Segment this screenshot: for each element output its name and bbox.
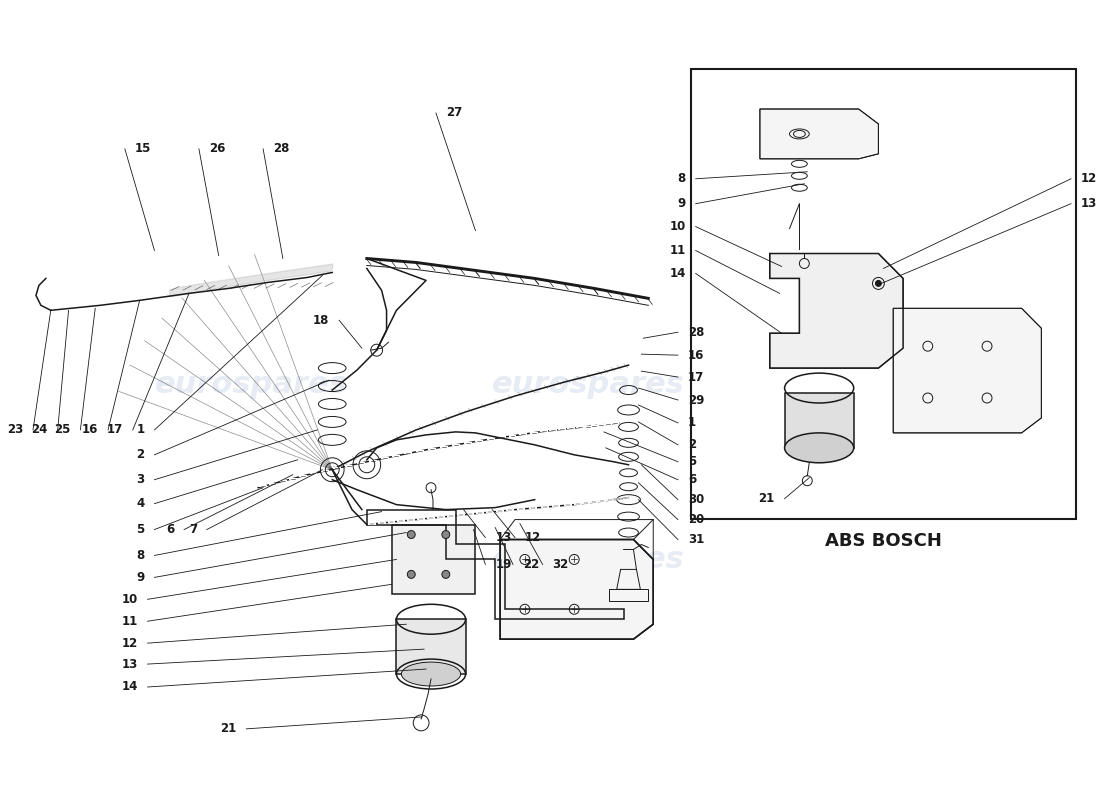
Text: 21: 21 [759, 492, 774, 505]
Bar [691, 69, 1076, 518]
Text: 7: 7 [189, 523, 197, 536]
Circle shape [876, 281, 881, 286]
Polygon shape [760, 109, 879, 159]
Text: 25: 25 [54, 423, 70, 436]
Text: 22: 22 [522, 558, 539, 571]
Bar [396, 619, 465, 674]
Text: 27: 27 [446, 106, 462, 119]
Text: eurospares: eurospares [492, 545, 684, 574]
Circle shape [442, 570, 450, 578]
Text: 26: 26 [209, 142, 226, 155]
Text: 20: 20 [688, 513, 704, 526]
Circle shape [442, 530, 450, 538]
Bar [784, 393, 854, 448]
Text: eurospares: eurospares [492, 370, 684, 398]
Text: 5: 5 [688, 455, 696, 468]
Bar [396, 619, 465, 674]
Text: 12: 12 [525, 531, 541, 544]
Text: 19: 19 [495, 558, 512, 571]
Text: 28: 28 [273, 142, 289, 155]
Ellipse shape [402, 662, 461, 686]
Text: 13: 13 [1081, 197, 1097, 210]
Text: 13: 13 [121, 658, 138, 670]
Text: 6: 6 [688, 474, 696, 486]
Circle shape [407, 530, 415, 538]
Bar [784, 393, 854, 448]
Text: ABS BOSCH: ABS BOSCH [825, 531, 942, 550]
Text: 15: 15 [134, 142, 151, 155]
Text: 6: 6 [166, 523, 174, 536]
Text: 14: 14 [121, 681, 138, 694]
Text: 21: 21 [220, 722, 236, 735]
Text: 31: 31 [688, 533, 704, 546]
Text: 16: 16 [81, 423, 98, 436]
Text: 2: 2 [136, 448, 144, 462]
Text: 5: 5 [136, 523, 144, 536]
Bar [608, 590, 648, 602]
Text: 12: 12 [1081, 172, 1097, 186]
Polygon shape [866, 111, 1014, 151]
Text: 28: 28 [688, 326, 704, 338]
Text: eurospares: eurospares [155, 370, 348, 398]
Text: 11: 11 [121, 614, 138, 628]
Text: 8: 8 [136, 549, 144, 562]
Text: 4: 4 [136, 497, 144, 510]
Polygon shape [893, 308, 1042, 433]
Text: 29: 29 [688, 394, 704, 406]
Polygon shape [500, 539, 653, 639]
Circle shape [407, 570, 415, 578]
Text: 10: 10 [121, 593, 138, 606]
Text: 2: 2 [688, 438, 696, 451]
Text: 8: 8 [678, 172, 685, 186]
Text: 24: 24 [32, 423, 47, 436]
Text: 17: 17 [688, 370, 704, 383]
Bar [392, 525, 475, 594]
Text: 13: 13 [495, 531, 512, 544]
Ellipse shape [784, 433, 854, 462]
Text: 10: 10 [670, 220, 685, 233]
Text: 18: 18 [312, 314, 329, 326]
Text: 17: 17 [107, 423, 123, 436]
Text: 12: 12 [121, 637, 138, 650]
Text: 16: 16 [688, 349, 704, 362]
Text: 11: 11 [670, 244, 685, 257]
Text: 14: 14 [670, 267, 685, 280]
Text: 9: 9 [678, 197, 685, 210]
Text: 23: 23 [7, 423, 23, 436]
Text: 1: 1 [136, 423, 144, 436]
Text: 9: 9 [136, 571, 144, 584]
Text: 32: 32 [552, 558, 569, 571]
Text: 3: 3 [136, 474, 144, 486]
Polygon shape [770, 254, 903, 368]
Bar [392, 525, 475, 594]
Polygon shape [860, 106, 1028, 156]
Text: 1: 1 [688, 417, 696, 430]
Text: 30: 30 [688, 493, 704, 506]
